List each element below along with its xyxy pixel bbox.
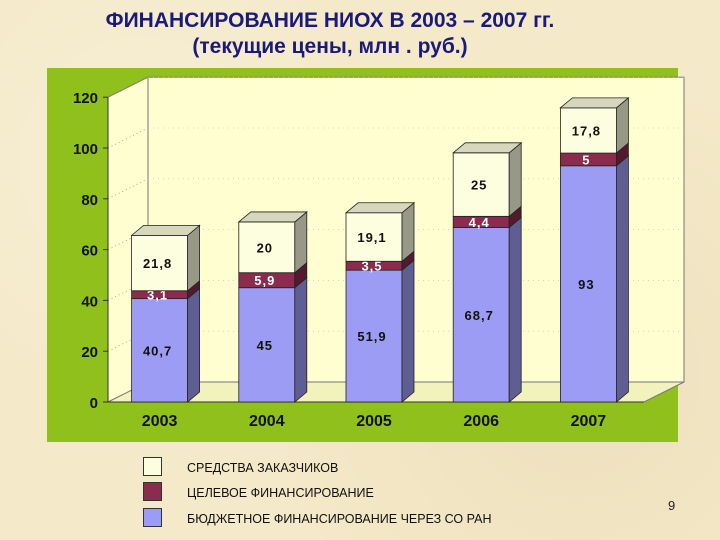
x-tick-label-2003: 2003 [142, 413, 178, 430]
title-line-2: (текущие цены, млн . руб.) [192, 35, 468, 58]
data-label-2004-series-0: 45 [257, 338, 273, 353]
data-label-2004-series-1: 5,9 [254, 273, 275, 288]
data-label-2007-series-0: 93 [578, 277, 594, 292]
data-label-2003-series-1: 3,1 [147, 288, 168, 303]
bar-side-2007-series-0 [616, 154, 629, 403]
data-label-2005-series-0: 51,9 [357, 329, 386, 344]
data-label-2004-series-2: 20 [257, 240, 273, 255]
bar-side-2004-series-2 [294, 211, 308, 274]
bar-side-2006-series-2 [508, 141, 522, 218]
data-label-2003-series-2: 21,8 [143, 256, 172, 271]
bar-side-2003-series-2 [187, 224, 201, 292]
y-tick-label: 100 [73, 141, 98, 158]
bar-top-2005 [344, 202, 416, 214]
bar-top-2004 [237, 211, 308, 223]
bar-top-2003 [130, 224, 201, 236]
y-tick-label: 20 [81, 344, 98, 361]
legend-swatch-targeted [143, 482, 162, 501]
bar-2004-series-2 [238, 221, 296, 274]
bar-2006-series-0 [452, 227, 510, 403]
title-line-1: ФИНАНСИРОВАНИЕ НИОХ В 2003 – 2007 гг. [105, 9, 555, 32]
data-label-2005-series-2: 19,1 [357, 230, 386, 245]
plot-area: 0 20 40 60 80 100 120 40,7 3,1 21,8 2003 45 5,9 20 200… [73, 76, 685, 430]
y-tick-label: 120 [73, 90, 98, 107]
y-tick-label: 0 [90, 395, 98, 412]
data-label-2006-series-1: 4,4 [469, 215, 490, 230]
legend-swatch-customers [143, 457, 162, 476]
bar-top-2006 [452, 142, 523, 154]
legend-label-customers: СРЕДСТВА ЗАКАЗЧИКОВ [187, 461, 339, 475]
bar-side-2005-series-0 [401, 259, 415, 403]
page-number: 9 [668, 498, 676, 513]
bar-2004-series-0 [238, 287, 296, 403]
bar-2005-series-2 [345, 212, 403, 262]
bar-2007-series-0 [560, 165, 617, 403]
legend-label-budget: БЮДЖЕТНОЕ ФИНАНСИРОВАНИЕ ЧЕРЕЗ СО РАН [187, 512, 492, 526]
data-label-2007-series-1: 5 [582, 152, 590, 167]
y-tick-label: 40 [81, 293, 98, 310]
bar-side-2003-series-0 [187, 287, 201, 403]
y-tick-label: 80 [81, 192, 98, 209]
data-label-2006-series-0: 68,7 [465, 308, 494, 323]
data-label-2003-series-0: 40,7 [143, 343, 172, 358]
x-tick-label-2007: 2007 [571, 413, 607, 430]
x-tick-label-2006: 2006 [463, 413, 499, 430]
bar-side-2006-series-0 [508, 216, 522, 403]
data-label-2005-series-1: 3,5 [361, 259, 382, 274]
x-tick-label-2005: 2005 [356, 413, 392, 430]
data-label-2006-series-2: 25 [471, 178, 487, 193]
data-label-2007-series-2: 17,8 [572, 123, 601, 138]
bar-side-2004-series-0 [294, 276, 308, 403]
bar-top-2007 [559, 97, 630, 109]
chart-title: ФИНАНСИРОВАНИЕ НИОХ В 2003 – 2007 гг. (т… [0, 8, 720, 60]
legend-label-targeted: ЦЕЛЕВОЕ ФИНАНСИРОВАНИЕ [187, 486, 374, 500]
bar-2003-series-2 [131, 234, 189, 292]
y-tick-label: 60 [81, 243, 98, 260]
bar-2006-series-2 [452, 152, 510, 217]
x-tick-label-2004: 2004 [249, 413, 285, 430]
legend-swatch-budget [143, 508, 162, 527]
